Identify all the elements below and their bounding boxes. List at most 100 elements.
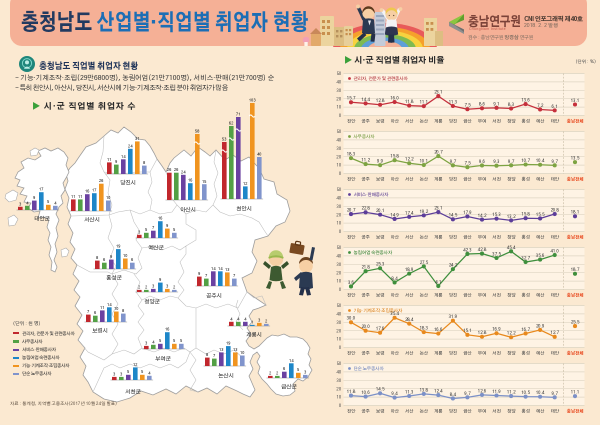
svg-text:12.2: 12.2 [507,331,516,336]
svg-text:20: 20 [336,270,342,275]
svg-text:논산: 논산 [420,293,429,298]
svg-text:금산: 금산 [463,235,472,240]
svg-text:금산: 금산 [463,293,472,298]
svg-text:금산군: 금산군 [281,384,296,391]
svg-text:천안: 천안 [347,235,356,240]
svg-text:천안시: 천안시 [236,206,251,213]
svg-text:18.3: 18.3 [347,152,355,157]
svg-text:아산: 아산 [391,177,400,182]
svg-text:부여: 부여 [478,409,486,414]
svg-text:2: 2 [145,285,147,289]
svg-text:12.2: 12.2 [405,157,414,162]
svg-text:10.1: 10.1 [420,158,428,163]
svg-text:서천: 서천 [492,293,501,298]
svg-text:홍성: 홍성 [522,293,531,298]
svg-text:7: 7 [213,354,216,358]
svg-text:충남전체: 충남전체 [567,351,584,356]
svg-text:12.4: 12.4 [434,389,444,394]
svg-text:20: 20 [336,386,342,391]
svg-text:24: 24 [181,170,187,174]
svg-text:26: 26 [174,168,179,172]
svg-text:8.3: 8.3 [508,102,514,107]
svg-text:논산: 논산 [420,177,429,182]
svg-text:공주: 공주 [362,293,370,298]
svg-text:9.7: 9.7 [450,159,457,164]
svg-text:13.2: 13.2 [507,214,516,219]
svg-text:16: 16 [158,217,163,221]
svg-text:8: 8 [122,309,125,313]
svg-text:충남전체: 충남전체 [567,409,584,414]
svg-text:10: 10 [337,279,342,284]
svg-text:보령: 보령 [376,177,384,182]
svg-text:9: 9 [33,196,36,200]
svg-text:71: 71 [236,113,241,117]
svg-text:9: 9 [115,160,118,164]
svg-text:10.4: 10.4 [536,390,546,395]
svg-text:6.1: 6.1 [552,104,558,109]
svg-text:당진: 당진 [449,119,457,124]
svg-text:11.2: 11.2 [361,158,370,163]
svg-text:9.9: 9.9 [377,159,384,164]
svg-text:53: 53 [222,138,227,142]
svg-text:6: 6 [94,311,97,315]
svg-text:계룡: 계룡 [433,409,442,414]
svg-text:8: 8 [96,256,99,260]
svg-text:3: 3 [258,318,260,322]
svg-text:충남전체: 충남전체 [567,119,584,124]
svg-text:10: 10 [123,254,128,258]
svg-text:9: 9 [198,272,201,276]
svg-text:2: 2 [269,371,271,375]
svg-text:15: 15 [202,180,207,184]
svg-text:9: 9 [110,255,113,259]
svg-text:청양군: 청양군 [144,299,159,306]
svg-text:11.9: 11.9 [492,389,501,394]
svg-text:청양: 청양 [507,351,516,356]
svg-text:3: 3 [166,284,168,288]
svg-text:보령: 보령 [376,351,384,356]
svg-text:103: 103 [249,99,256,103]
svg-text:35.4: 35.4 [389,311,400,316]
svg-text:보령: 보령 [376,119,384,124]
svg-text:계룡: 계룡 [433,235,442,240]
svg-text:17.4: 17.4 [405,210,415,215]
svg-text:계룡: 계룡 [433,351,442,356]
svg-text:4: 4 [237,317,241,321]
svg-text:32.7: 32.7 [520,255,530,260]
svg-text:서천: 서천 [492,351,501,356]
svg-text:금산: 금산 [463,409,472,414]
svg-text:0: 0 [339,345,342,350]
svg-text:서산: 서산 [405,119,414,124]
svg-text:예산: 예산 [536,235,545,240]
svg-text:19: 19 [116,245,121,249]
svg-text:6: 6 [131,258,134,262]
svg-text:논산시: 논산시 [218,373,233,380]
svg-text:30.0: 30.0 [346,316,356,321]
svg-text:50: 50 [337,187,342,192]
svg-text:2: 2 [265,319,267,323]
svg-text:40: 40 [337,312,342,317]
svg-text:2: 2 [173,285,175,289]
svg-text:청양: 청양 [507,235,516,240]
svg-text:14: 14 [107,303,113,307]
svg-text:11.3: 11.3 [405,389,413,394]
svg-text:9.6: 9.6 [479,159,486,164]
svg-text:당진: 당진 [449,177,457,182]
svg-text:0: 0 [339,229,342,234]
svg-text:27.5: 27.5 [420,260,429,265]
svg-text:28.4: 28.4 [405,317,415,322]
svg-text:3: 3 [304,370,306,374]
svg-text:10: 10 [337,337,342,342]
svg-text:8: 8 [206,353,209,357]
svg-text:관리자, 전문가 및 관련종사자: 관리자, 전문가 및 관련종사자 [354,76,409,81]
svg-text:예산: 예산 [536,119,545,124]
svg-text:청양: 청양 [507,293,516,298]
svg-text:계룡: 계룡 [433,177,442,182]
svg-text:부여: 부여 [478,177,486,182]
svg-text:14: 14 [211,267,217,271]
svg-text:서천: 서천 [492,235,501,240]
svg-text:10.7: 10.7 [521,158,530,163]
svg-text:24: 24 [128,144,134,148]
svg-text:보령: 보령 [376,235,384,240]
svg-text:보령: 보령 [376,409,384,414]
svg-text:14: 14 [289,359,295,363]
